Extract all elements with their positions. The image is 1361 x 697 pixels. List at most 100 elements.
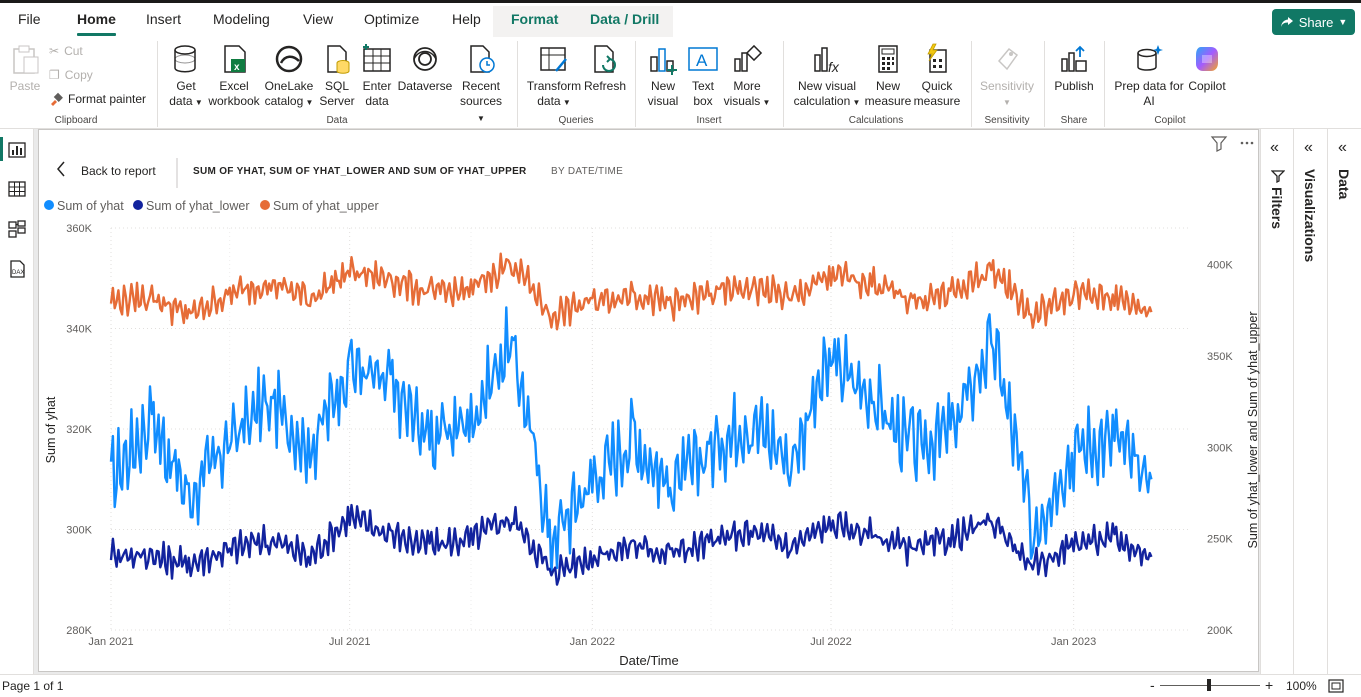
expand-visualizations-icon[interactable]: «	[1304, 139, 1313, 156]
status-bar: Page 1 of 1 - + 100%	[0, 674, 1361, 697]
more-visuals-button[interactable]: More visuals ▼	[723, 43, 771, 110]
scissors-icon: ✂	[49, 44, 60, 58]
visual-title: SUM OF YHAT, SUM OF YHAT_LOWER AND SUM O…	[193, 166, 527, 177]
filters-pane-collapsed[interactable]: « Filters	[1260, 129, 1293, 674]
table-view-icon[interactable]	[7, 179, 27, 199]
x-tick-label: Jan 2023	[1051, 636, 1096, 648]
model-view-icon[interactable]	[7, 219, 27, 239]
legend-label-yhat-lower[interactable]: Sum of yhat_lower	[146, 199, 250, 213]
contextual-tab-background	[493, 6, 673, 37]
paste-button[interactable]: Paste	[8, 43, 42, 94]
refresh-button[interactable]: Refresh	[583, 43, 627, 94]
legend-marker-yhat-lower	[133, 200, 143, 210]
sensitivity-tag-icon	[997, 47, 1019, 71]
menu-bar: File Home Insert Modeling View Optimize …	[0, 3, 1361, 37]
filter-icon[interactable]	[1210, 136, 1228, 152]
y-left-tick-label: 340K	[66, 324, 92, 336]
quick-measure-button[interactable]: Quick measure	[913, 43, 961, 109]
back-to-report-button[interactable]: Back to report	[57, 161, 156, 178]
series-line-sum-of-yhat-lower[interactable]	[109, 503, 1153, 586]
y-left-tick-label: 300K	[66, 525, 92, 537]
publish-button[interactable]: Publish	[1050, 43, 1098, 94]
y-left-tick-label: 360K	[66, 223, 92, 235]
menu-data-drill[interactable]: Data / Drill	[590, 11, 660, 27]
table-grid-icon	[363, 44, 391, 72]
ribbon-separator	[1104, 41, 1105, 127]
onelake-catalog-button[interactable]: OneLake catalog ▼	[263, 43, 315, 110]
visualizations-pane-collapsed[interactable]: « Visualizations	[1293, 129, 1327, 674]
excel-workbook-button[interactable]: x Excel workbook	[207, 43, 261, 109]
series-line-sum-of-yhat[interactable]	[109, 306, 1153, 576]
menu-file[interactable]: File	[18, 11, 41, 27]
group-label-share: Share	[1060, 115, 1088, 126]
series-line-sum-of-yhat-upper[interactable]	[109, 252, 1153, 331]
legend-label-yhat[interactable]: Sum of yhat	[57, 199, 124, 213]
y-right-tick-label: 250K	[1207, 534, 1233, 546]
expand-data-icon[interactable]: «	[1338, 139, 1347, 156]
sensitivity-button[interactable]: Sensitivity ▼	[976, 43, 1038, 110]
new-visual-calculation-button[interactable]: fx New visual calculation ▼	[792, 43, 862, 110]
share-button[interactable]: Share ▼	[1272, 9, 1355, 35]
x-axis-title: Date/Time	[619, 653, 678, 668]
group-label-insert: Insert	[696, 115, 722, 126]
recent-clock-icon	[470, 45, 495, 73]
ribbon-separator	[783, 41, 784, 127]
focus-mode-visual: Back to report SUM OF YHAT, SUM OF YHAT_…	[38, 129, 1260, 672]
text-box-icon: A	[688, 47, 718, 71]
view-switcher-rail: DAX	[0, 129, 34, 674]
dataverse-icon	[413, 47, 437, 71]
transform-icon	[540, 47, 567, 72]
recent-sources-button[interactable]: Recent sources ▼	[455, 43, 507, 126]
x-tick-label: Jan 2021	[88, 636, 133, 648]
legend-marker-yhat-upper	[260, 200, 270, 210]
svg-text:A: A	[696, 51, 708, 70]
group-label-sensitivity: Sensitivity	[984, 115, 1030, 126]
menu-insert[interactable]: Insert	[146, 11, 182, 27]
menu-home[interactable]: Home	[77, 11, 116, 36]
zoom-out-button[interactable]: -	[1150, 677, 1155, 693]
group-label-clipboard: Clipboard	[54, 115, 98, 126]
data-pane-title: Data	[1336, 169, 1352, 200]
svg-text:x: x	[234, 62, 240, 73]
x-tick-label: Jul 2022	[810, 636, 852, 648]
expand-filters-icon[interactable]: «	[1270, 139, 1279, 156]
y-right-tick-label: 400K	[1207, 260, 1233, 272]
new-visual-button[interactable]: New visual	[644, 43, 682, 109]
dax-query-view-icon[interactable]: DAX	[7, 259, 27, 279]
new-measure-button[interactable]: New measure	[864, 43, 912, 109]
y-axis-right: 200K 250K 300K 350K 400K	[1207, 260, 1233, 637]
legend-label-yhat-upper[interactable]: Sum of yhat_upper	[273, 199, 379, 213]
text-box-button[interactable]: A Text box	[686, 43, 720, 109]
share-label: Share	[1298, 14, 1334, 30]
zoom-in-button[interactable]: +	[1265, 677, 1274, 693]
transform-data-button[interactable]: Transform data ▼	[526, 43, 582, 110]
line-chart: Back to report SUM OF YHAT, SUM OF YHAT_…	[44, 136, 1260, 668]
menu-help[interactable]: Help	[452, 11, 481, 27]
legend-marker-yhat	[44, 200, 54, 210]
report-view-icon[interactable]	[7, 140, 27, 160]
ribbon-separator	[517, 41, 518, 127]
menu-modeling[interactable]: Modeling	[213, 11, 270, 27]
cut-button[interactable]: ✂ Cut	[49, 44, 83, 58]
copilot-button[interactable]: Copilot	[1186, 43, 1228, 94]
fit-to-page-icon[interactable]	[1328, 679, 1344, 693]
group-label-data: Data	[326, 115, 348, 126]
plot-area[interactable]	[109, 252, 1153, 586]
menu-view[interactable]: View	[303, 11, 334, 27]
menu-optimize[interactable]: Optimize	[364, 11, 420, 27]
zoom-slider-thumb[interactable]	[1207, 679, 1211, 691]
data-pane-collapsed[interactable]: « Data	[1327, 129, 1361, 674]
more-options-icon[interactable]	[1240, 141, 1254, 145]
menu-format[interactable]: Format	[511, 11, 559, 27]
sql-server-button[interactable]: SQL Server	[318, 43, 356, 109]
dataverse-button[interactable]: Dataverse	[397, 43, 453, 94]
group-label-copilot: Copilot	[1154, 115, 1186, 126]
get-data-button[interactable]: Get data ▼	[165, 43, 207, 110]
prep-data-for-ai-button[interactable]: Prep data for AI	[1112, 43, 1186, 109]
publish-icon	[1061, 45, 1087, 72]
copy-button[interactable]: ❐ Copy	[49, 68, 93, 82]
onelake-icon	[275, 45, 303, 73]
format-painter-button[interactable]: Format painter	[49, 92, 146, 106]
report-canvas: Back to report SUM OF YHAT, SUM OF YHAT_…	[34, 129, 1260, 674]
enter-data-button[interactable]: Enter data	[359, 43, 395, 109]
